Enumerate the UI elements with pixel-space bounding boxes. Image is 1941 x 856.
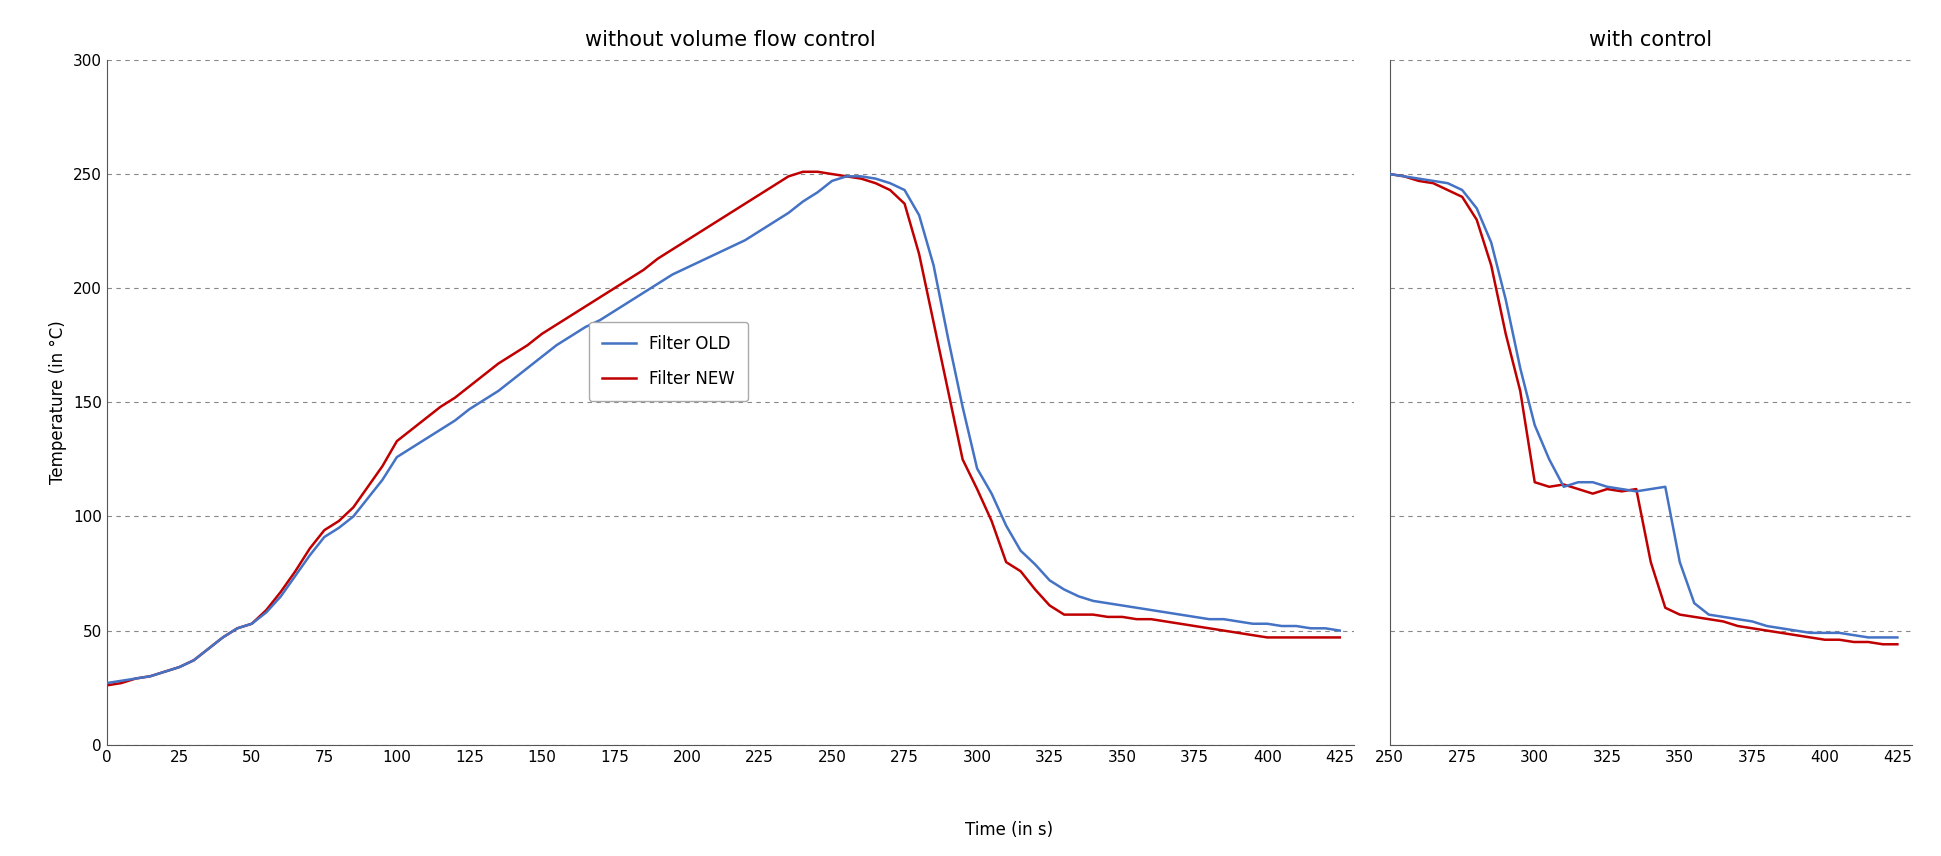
Filter NEW (124, 674, 148, 684)
Filter OLD (1155, 607, 1178, 617)
Filter NEW (1052, 609, 1075, 620)
Y-axis label: Temperature (in °C): Temperature (in °C) (49, 320, 68, 484)
Filter NEW (792, 167, 815, 177)
Text: Time (in s): Time (in s) (965, 821, 1054, 839)
Filter OLD (1328, 626, 1351, 636)
Legend: Filter OLD, Filter NEW: Filter OLD, Filter NEW (590, 322, 747, 401)
Filter OLD (689, 256, 712, 266)
Title: with control: with control (1590, 30, 1712, 50)
Filter OLD (835, 171, 858, 181)
Title: without volume flow control: without volume flow control (584, 30, 875, 50)
Line: Filter OLD: Filter OLD (107, 176, 1339, 683)
Filter OLD (153, 667, 177, 677)
Filter NEW (225, 623, 248, 633)
Line: Filter NEW: Filter NEW (107, 172, 1339, 686)
Filter OLD (95, 678, 118, 688)
Filter NEW (153, 667, 177, 677)
Filter NEW (95, 681, 118, 691)
Filter NEW (1328, 633, 1351, 643)
Filter OLD (1052, 585, 1075, 595)
Filter OLD (225, 623, 248, 633)
Filter OLD (124, 674, 148, 684)
Filter NEW (1155, 616, 1178, 627)
Filter NEW (689, 226, 712, 236)
